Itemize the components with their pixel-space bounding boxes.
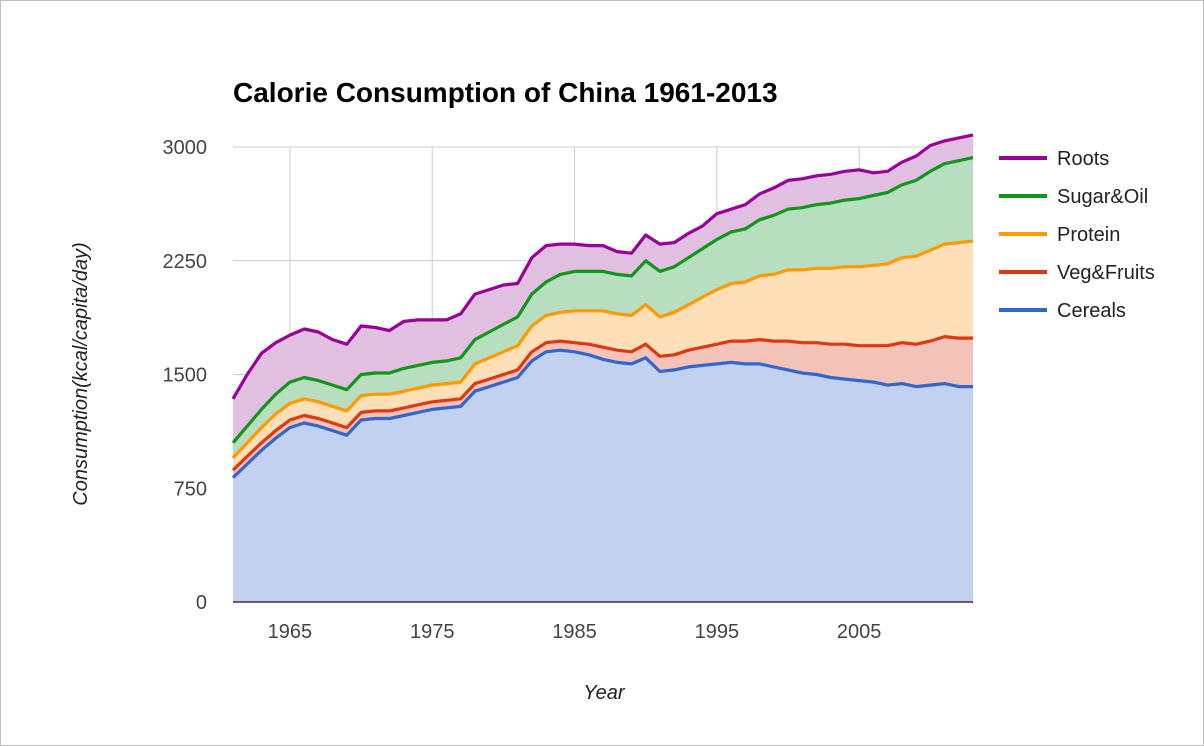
y-tick-label: 2250 [163, 251, 208, 273]
area-protein [233, 241, 973, 471]
x-tick-label: 1975 [410, 621, 455, 643]
area-sugar-oil [233, 157, 973, 458]
legend: Roots Sugar&Oil Protein Veg&Fruits Cereals [999, 148, 1155, 322]
legend-label: Cereals [1057, 300, 1126, 322]
area-veg-fruits [233, 336, 973, 478]
legend-label: Sugar&Oil [1057, 186, 1148, 208]
line-cereals [231, 348, 973, 479]
line-roots [231, 133, 974, 400]
line-protein [231, 239, 974, 459]
y-tick-label: 3000 [163, 137, 208, 159]
chart-title: Calorie Consumption of China 1961-2013 [233, 77, 778, 108]
x-tick-label: 2005 [837, 621, 882, 643]
y-axis-title: Consumption(kcal/capita/day) [70, 242, 92, 505]
y-tick-labels: 0 750 1500 2250 3000 [163, 137, 208, 614]
x-tick-label: 1985 [552, 621, 597, 643]
y-tick-label: 1500 [163, 365, 208, 387]
series-lines [231, 133, 974, 479]
line-veg-fruits [231, 335, 973, 472]
y-tick-label: 750 [174, 478, 207, 500]
legend-label: Protein [1057, 224, 1120, 246]
legend-label: Roots [1057, 148, 1109, 170]
line-sugar-oil [231, 156, 974, 444]
x-tick-label: 1965 [268, 621, 313, 643]
x-tick-label: 1995 [695, 621, 740, 643]
y-tick-label: 0 [196, 592, 207, 614]
area-fills [233, 134, 973, 602]
legend-label: Veg&Fruits [1057, 262, 1155, 284]
x-axis-title: Year [583, 682, 625, 704]
x-tick-labels: 1965 1975 1985 1995 2005 [268, 621, 882, 643]
